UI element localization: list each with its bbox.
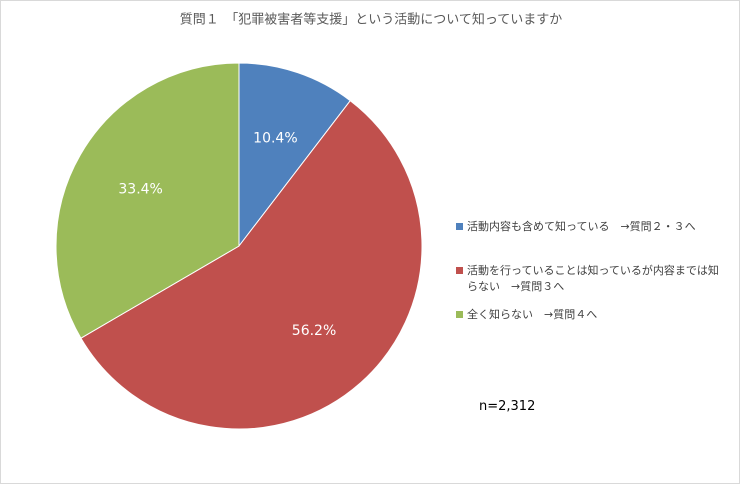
chart-title: 質問１ 「犯罪被害者等支援」という活動について知っていますか xyxy=(180,12,562,28)
value-label: 56.2% xyxy=(292,323,336,339)
legend-label: 全く知らない →質問４へ xyxy=(467,308,598,321)
pie-slice xyxy=(80,99,423,430)
legend-entry: 活動内容も含めて知っている →質問２・３へ xyxy=(456,219,726,235)
legend-label: 活動を行っていることは知っているが内容までは知らない →質問３へ xyxy=(467,264,719,293)
pie-slice xyxy=(238,62,351,248)
legend-swatch xyxy=(456,223,463,230)
legend-label: 活動内容も含めて知っている →質問２・３へ xyxy=(467,220,696,233)
annotation: n=2,312 xyxy=(479,399,536,414)
legend-swatch xyxy=(456,311,463,318)
legend-swatch xyxy=(456,267,463,274)
legend-entry: 活動を行っていることは知っているが内容までは知らない →質問３へ xyxy=(456,263,726,295)
value-label: 33.4% xyxy=(118,181,162,197)
value-label: 10.4% xyxy=(253,131,297,147)
legend-entry: 全く知らない →質問４へ xyxy=(456,307,726,323)
pie-slice xyxy=(55,62,240,339)
